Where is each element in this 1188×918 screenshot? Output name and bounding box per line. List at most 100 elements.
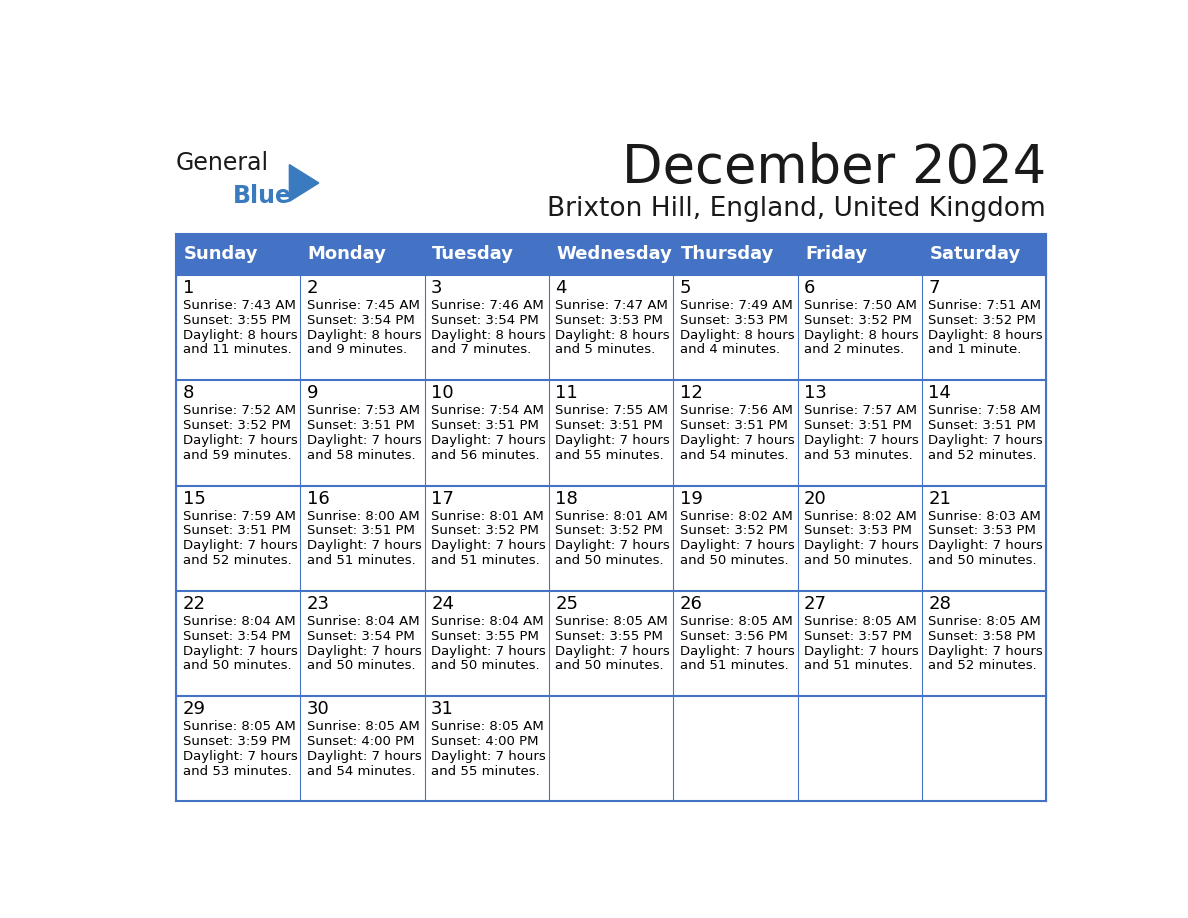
Text: 7: 7 <box>928 279 940 297</box>
Text: and 55 minutes.: and 55 minutes. <box>431 765 539 778</box>
Text: Sunrise: 8:03 AM: Sunrise: 8:03 AM <box>928 509 1041 522</box>
FancyBboxPatch shape <box>425 234 549 274</box>
Text: Sunset: 3:54 PM: Sunset: 3:54 PM <box>183 630 290 643</box>
FancyBboxPatch shape <box>425 380 549 486</box>
Text: Sunset: 3:55 PM: Sunset: 3:55 PM <box>556 630 663 643</box>
Text: Sunrise: 7:46 AM: Sunrise: 7:46 AM <box>431 299 544 312</box>
Text: and 2 minutes.: and 2 minutes. <box>804 343 904 356</box>
Text: 21: 21 <box>928 489 952 508</box>
FancyBboxPatch shape <box>674 274 797 380</box>
Text: and 50 minutes.: and 50 minutes. <box>680 554 789 567</box>
Text: Sunset: 3:55 PM: Sunset: 3:55 PM <box>431 630 539 643</box>
Text: Sunrise: 7:54 AM: Sunrise: 7:54 AM <box>431 404 544 417</box>
Text: Sunset: 3:59 PM: Sunset: 3:59 PM <box>183 735 290 748</box>
Text: Sunrise: 8:04 AM: Sunrise: 8:04 AM <box>431 615 544 628</box>
Text: Sunset: 4:00 PM: Sunset: 4:00 PM <box>431 735 538 748</box>
Text: Sunset: 3:53 PM: Sunset: 3:53 PM <box>928 524 1036 537</box>
Text: Blue: Blue <box>233 185 292 208</box>
FancyBboxPatch shape <box>176 234 301 274</box>
Text: 10: 10 <box>431 385 454 402</box>
Text: Saturday: Saturday <box>929 245 1020 263</box>
FancyBboxPatch shape <box>301 380 425 486</box>
Text: 9: 9 <box>307 385 318 402</box>
FancyBboxPatch shape <box>922 591 1047 696</box>
Text: Sunrise: 7:49 AM: Sunrise: 7:49 AM <box>680 299 792 312</box>
Text: Sunrise: 8:05 AM: Sunrise: 8:05 AM <box>928 615 1041 628</box>
Text: Daylight: 8 hours: Daylight: 8 hours <box>680 329 795 341</box>
Text: Sunrise: 8:02 AM: Sunrise: 8:02 AM <box>804 509 917 522</box>
FancyBboxPatch shape <box>674 696 797 801</box>
Text: Sunrise: 8:05 AM: Sunrise: 8:05 AM <box>431 721 544 733</box>
Text: Sunset: 3:52 PM: Sunset: 3:52 PM <box>804 314 912 327</box>
Text: and 58 minutes.: and 58 minutes. <box>307 449 416 462</box>
Text: Daylight: 7 hours: Daylight: 7 hours <box>680 434 795 447</box>
Text: Sunset: 3:51 PM: Sunset: 3:51 PM <box>431 419 539 432</box>
Text: Daylight: 7 hours: Daylight: 7 hours <box>928 644 1043 657</box>
Text: Daylight: 7 hours: Daylight: 7 hours <box>307 539 422 553</box>
Text: Sunrise: 7:56 AM: Sunrise: 7:56 AM <box>680 404 792 417</box>
Text: and 52 minutes.: and 52 minutes. <box>183 554 291 567</box>
Text: and 4 minutes.: and 4 minutes. <box>680 343 779 356</box>
Text: Sunset: 3:53 PM: Sunset: 3:53 PM <box>556 314 663 327</box>
Text: 8: 8 <box>183 385 194 402</box>
FancyBboxPatch shape <box>301 274 425 380</box>
FancyBboxPatch shape <box>797 696 922 801</box>
Text: and 56 minutes.: and 56 minutes. <box>431 449 539 462</box>
FancyBboxPatch shape <box>797 591 922 696</box>
Text: Wednesday: Wednesday <box>556 245 672 263</box>
FancyBboxPatch shape <box>674 591 797 696</box>
Text: Sunrise: 8:04 AM: Sunrise: 8:04 AM <box>307 615 419 628</box>
FancyBboxPatch shape <box>797 234 922 274</box>
Text: and 50 minutes.: and 50 minutes. <box>183 659 291 672</box>
Text: Sunset: 3:54 PM: Sunset: 3:54 PM <box>307 630 415 643</box>
FancyBboxPatch shape <box>176 696 301 801</box>
Text: Sunrise: 7:53 AM: Sunrise: 7:53 AM <box>307 404 419 417</box>
Text: Sunset: 3:52 PM: Sunset: 3:52 PM <box>928 314 1036 327</box>
Text: General: General <box>176 151 270 175</box>
Text: and 50 minutes.: and 50 minutes. <box>431 659 539 672</box>
Text: Tuesday: Tuesday <box>432 245 514 263</box>
FancyBboxPatch shape <box>674 234 797 274</box>
Text: Daylight: 8 hours: Daylight: 8 hours <box>804 329 918 341</box>
Text: 15: 15 <box>183 489 206 508</box>
Text: Sunset: 3:52 PM: Sunset: 3:52 PM <box>680 524 788 537</box>
FancyBboxPatch shape <box>922 274 1047 380</box>
FancyBboxPatch shape <box>301 591 425 696</box>
Text: Daylight: 7 hours: Daylight: 7 hours <box>431 750 546 763</box>
Text: Thursday: Thursday <box>681 245 775 263</box>
Text: Daylight: 7 hours: Daylight: 7 hours <box>928 539 1043 553</box>
Text: Sunrise: 7:43 AM: Sunrise: 7:43 AM <box>183 299 296 312</box>
Text: and 53 minutes.: and 53 minutes. <box>804 449 912 462</box>
Text: Daylight: 7 hours: Daylight: 7 hours <box>183 644 297 657</box>
Text: Daylight: 7 hours: Daylight: 7 hours <box>556 539 670 553</box>
Text: and 9 minutes.: and 9 minutes. <box>307 343 407 356</box>
FancyBboxPatch shape <box>549 696 674 801</box>
Text: Sunset: 3:51 PM: Sunset: 3:51 PM <box>928 419 1036 432</box>
Text: Sunrise: 7:51 AM: Sunrise: 7:51 AM <box>928 299 1042 312</box>
Text: Daylight: 8 hours: Daylight: 8 hours <box>307 329 422 341</box>
Text: Sunrise: 8:00 AM: Sunrise: 8:00 AM <box>307 509 419 522</box>
Text: Sunrise: 8:05 AM: Sunrise: 8:05 AM <box>183 721 296 733</box>
Text: Sunset: 3:51 PM: Sunset: 3:51 PM <box>556 419 663 432</box>
FancyBboxPatch shape <box>674 486 797 591</box>
FancyBboxPatch shape <box>549 274 674 380</box>
Text: Sunrise: 7:55 AM: Sunrise: 7:55 AM <box>556 404 669 417</box>
Text: Sunrise: 7:45 AM: Sunrise: 7:45 AM <box>307 299 419 312</box>
Text: Daylight: 7 hours: Daylight: 7 hours <box>307 644 422 657</box>
FancyBboxPatch shape <box>797 274 922 380</box>
Text: Daylight: 7 hours: Daylight: 7 hours <box>183 434 297 447</box>
Text: Sunset: 3:57 PM: Sunset: 3:57 PM <box>804 630 912 643</box>
Text: 6: 6 <box>804 279 815 297</box>
Text: and 50 minutes.: and 50 minutes. <box>307 659 416 672</box>
Text: and 1 minute.: and 1 minute. <box>928 343 1022 356</box>
FancyBboxPatch shape <box>176 486 301 591</box>
Text: and 55 minutes.: and 55 minutes. <box>556 449 664 462</box>
Text: Daylight: 7 hours: Daylight: 7 hours <box>307 750 422 763</box>
Polygon shape <box>290 164 318 201</box>
Text: Sunrise: 8:01 AM: Sunrise: 8:01 AM <box>431 509 544 522</box>
Text: and 7 minutes.: and 7 minutes. <box>431 343 531 356</box>
Text: 23: 23 <box>307 595 330 613</box>
FancyBboxPatch shape <box>797 380 922 486</box>
Text: and 52 minutes.: and 52 minutes. <box>928 659 1037 672</box>
Text: Sunrise: 8:05 AM: Sunrise: 8:05 AM <box>556 615 668 628</box>
